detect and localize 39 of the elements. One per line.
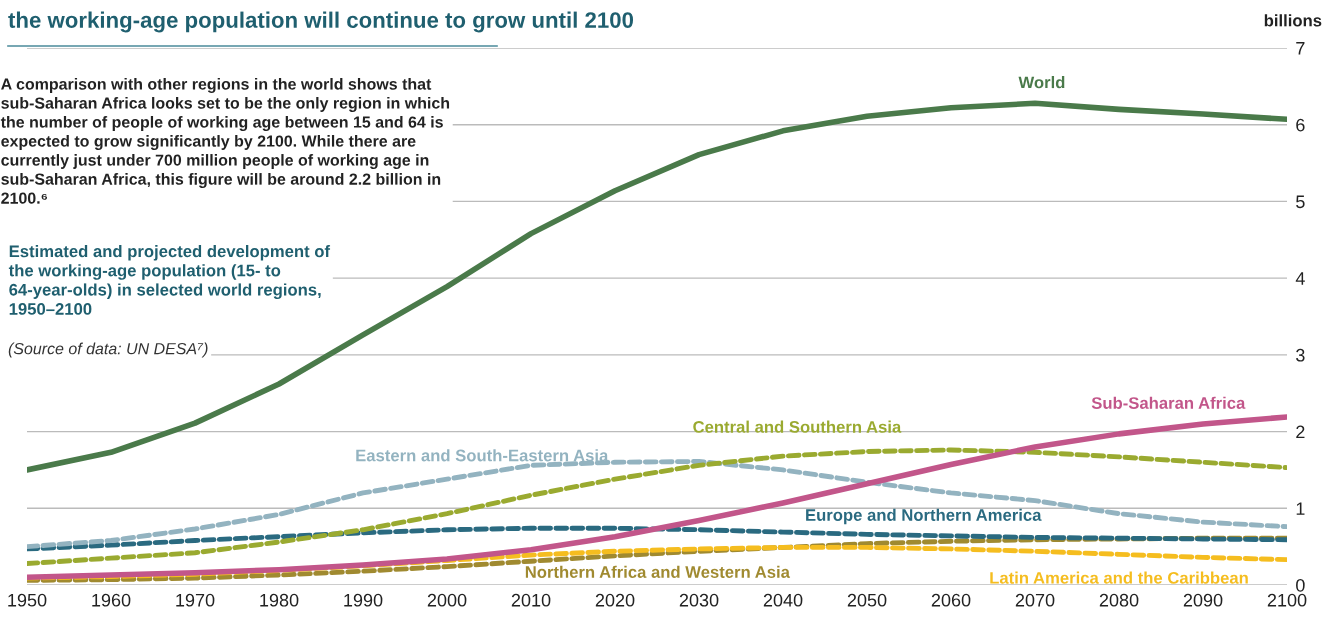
line-series [27,525,1287,552]
series-label: Sub-Saharan Africa [1091,396,1246,409]
y-tick-label: 2 [1296,425,1305,439]
series-label: Northern Africa and Western Asia [525,565,791,578]
x-tick-label: 1950 [8,593,47,607]
x-tick-label: 2020 [595,593,635,607]
x-tick-label: 2060 [931,593,971,607]
line-series [27,535,1287,583]
chart-title: the working-age population will continue to grow until 2100 [8,11,634,33]
annotation: (Source of data: UN DESA⁷) [8,342,208,358]
x-tick-label: 2030 [679,593,719,607]
y-tick-label: 5 [1296,195,1305,209]
x-tick-label: 2070 [1015,593,1055,607]
x-tick-label: 2050 [847,593,887,607]
series-label: Central and Southern Asia [693,420,902,433]
y-axis-title: billions [1264,14,1322,27]
series-label: Eastern and South-Eastern Asia [356,449,609,462]
y-tick-label: 0 [1296,578,1305,592]
x-tick-label: 2090 [1183,593,1223,607]
x-tick-label: 1990 [344,593,383,607]
series-label: Europe and Northern America [806,508,1042,525]
x-tick-label: 1980 [260,593,299,607]
x-tick-label: 1970 [176,593,215,607]
x-tick-label: 2100 [1267,593,1307,607]
text: Estimated and projected development of the working-age population (15- to 64-year-olds) in selected world regions, 1950–2100 [8,245,331,315]
y-tick-label: 1 [1296,502,1305,515]
x-tick-label: 2040 [763,593,803,607]
line-series [27,447,1287,566]
x-tick-label: 1960 [92,593,131,607]
y-tick-label: 7 [1296,42,1305,55]
series-label: Latin America and the Caribbean [990,571,1248,584]
y-tick-label: 4 [1295,272,1305,285]
y-tick-label: 3 [1296,348,1305,362]
x-tick-label: 2080 [1099,593,1139,607]
x-tick-label: 2010 [511,593,551,607]
annotation: A comparison with other regions in the world shows that sub-Saharan Africa looks set to be the only region in which the number of people of working age between 15 and 64 is expected to grow significantly by 2100. While there are currently just under 700 million people of working age in sub-Saharan Africa, this figure will be around 2.2 billion in 2100.⁶ [0,78,450,204]
y-tick-label: 6 [1296,118,1305,132]
series-label: World [1018,76,1065,89]
x-tick-label: 2000 [427,593,467,607]
